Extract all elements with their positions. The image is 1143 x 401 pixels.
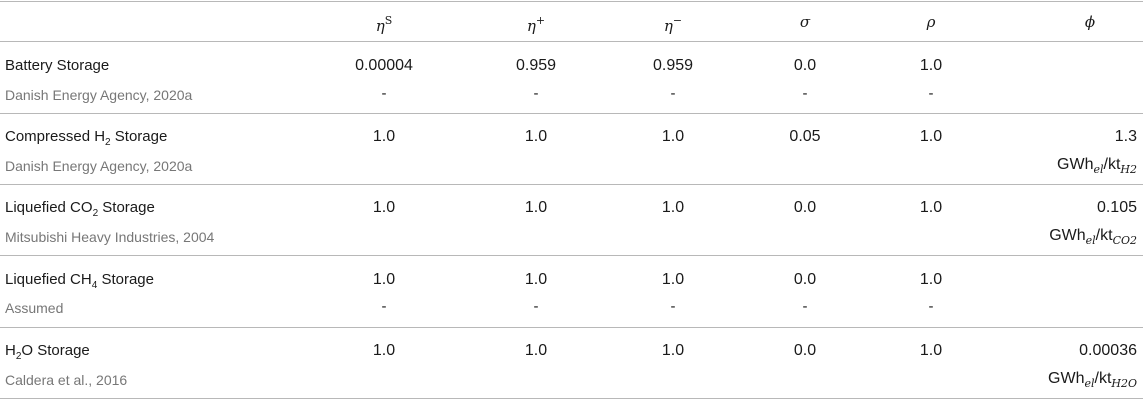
unit-kt: /kt [1103,156,1121,173]
cell-eta-minus: 1.0 [661,199,685,216]
table-top-rule [0,1,1143,2]
cell-sigma: 0.0 [793,342,817,359]
header-eta-s-symbol: η [375,17,385,35]
row-name: Liquefied CO2 Storage [5,198,155,224]
cell-sigma: 0.0 [793,199,817,216]
header-eta-minus-superscript: − [672,14,683,27]
row-name-text: Liquefied CO [5,199,93,216]
cell-dash: - [381,298,387,315]
header-rule [0,41,1143,42]
cell-dash: - [533,298,539,315]
row-name-suffix: O Storage [21,342,90,359]
cell-dash: - [928,85,934,102]
header-eta-minus: η− [633,12,713,36]
cell-rho: 1.0 [919,128,943,145]
cell-dash: - [802,85,808,102]
header-eta-plus: η+ [496,12,576,36]
unit-sub-species: H2 [1120,163,1137,177]
row-name-subscript: 2 [105,137,111,148]
row-name-subscript: 4 [91,280,98,291]
cell-rho: 1.0 [919,57,943,74]
cell-eta-s: 0.00004 [355,57,413,74]
unit-base: GWh [1057,156,1094,173]
header-eta-s-superscript: S [384,14,393,27]
cell-phi: 0.105 [1096,199,1137,216]
cell-eta-minus: 1.0 [661,128,685,145]
unit-base: GWh [1049,227,1086,244]
header-rho: ρ [926,13,936,31]
row-name: Liquefied CH4 Storage [5,270,154,296]
header-eta-plus-superscript: + [535,14,546,27]
row-source: Assumed [5,300,64,316]
cell-eta-minus: 1.0 [661,271,685,288]
cell-eta-plus: 1.0 [524,342,548,359]
row-source: Caldera et al., 2016 [5,372,128,388]
cell-phi-unit: GWhel/ktH2 [1057,155,1137,180]
row-divider [0,113,1143,114]
row-name-text: Liquefied CH [5,271,92,288]
cell-sigma: 0.0 [793,271,817,288]
header-eta-s: ηS [344,12,424,36]
cell-dash: - [533,85,539,102]
row-name: Compressed H2 Storage [5,127,167,153]
cell-dash: - [802,298,808,315]
row-name-text: Compressed H [5,128,106,145]
unit-kt: /kt [1094,370,1112,387]
unit-sub-el: el [1084,377,1095,391]
cell-eta-plus: 0.959 [515,57,557,74]
header-sigma: σ [799,13,811,31]
cell-phi: 0.00036 [1079,342,1137,359]
header-eta-plus-symbol: η [526,17,536,35]
cell-dash: - [670,298,676,315]
unit-sub-species: H2O [1111,377,1137,391]
unit-sub-el: el [1093,163,1104,177]
cell-dash: - [670,85,676,102]
cell-rho: 1.0 [919,199,943,216]
cell-phi: 1.3 [1114,128,1137,145]
unit-kt: /kt [1095,227,1113,244]
row-divider [0,327,1143,328]
row-name-suffix: Storage [97,271,154,288]
cell-eta-plus: 1.0 [524,271,548,288]
cell-sigma: 0.0 [793,57,817,74]
cell-eta-s: 1.0 [372,199,396,216]
cell-eta-s: 1.0 [372,271,396,288]
cell-eta-s: 1.0 [372,128,396,145]
row-name-subscript: 2 [92,208,99,219]
row-name-suffix: Storage [110,128,168,145]
table-bottom-rule [0,398,1143,399]
row-divider [0,255,1143,256]
row-name: H2O Storage [5,341,90,367]
cell-eta-minus: 0.959 [652,57,694,74]
row-source: Danish Energy Agency, 2020a [5,87,193,103]
cell-eta-s: 1.0 [372,342,396,359]
unit-sub-el: el [1085,234,1096,248]
cell-phi-unit: GWhel/ktH2O [1048,369,1137,394]
cell-dash: - [928,298,934,315]
row-source: Danish Energy Agency, 2020a [5,158,193,174]
cell-sigma: 0.05 [789,128,821,145]
header-eta-minus-symbol: η [663,17,673,35]
cell-eta-plus: 1.0 [524,199,548,216]
unit-base: GWh [1048,370,1085,387]
row-divider [0,184,1143,185]
unit-sub-species: CO2 [1112,234,1137,248]
cell-phi-unit: GWhel/ktCO2 [1049,226,1137,251]
cell-dash: - [381,85,387,102]
cell-rho: 1.0 [919,271,943,288]
row-name-text: Battery Storage [5,57,110,74]
row-name: Battery Storage [5,56,109,76]
cell-eta-plus: 1.0 [524,128,548,145]
row-name-suffix: Storage [98,199,155,216]
cell-eta-minus: 1.0 [661,342,685,359]
row-name-subscript: 2 [15,351,22,362]
cell-rho: 1.0 [919,342,943,359]
header-phi: ϕ [1084,13,1096,31]
row-source: Mitsubishi Heavy Industries, 2004 [5,229,215,245]
row-name-text: H [5,342,16,359]
